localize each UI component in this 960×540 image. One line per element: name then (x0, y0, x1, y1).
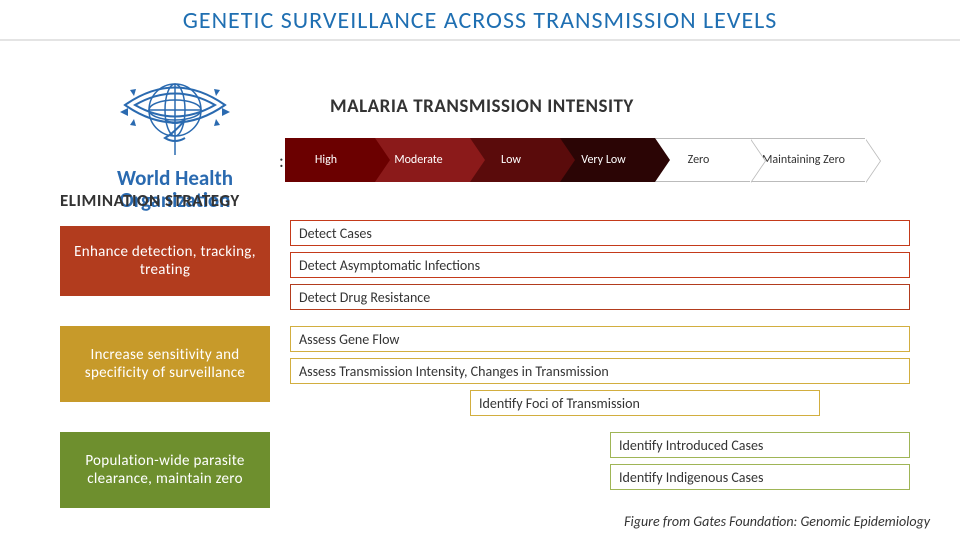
activity-bar: Detect Drug Resistance (290, 284, 910, 310)
who-text-line1: World Health (60, 167, 290, 189)
colon-decoration: : (279, 150, 284, 172)
intensity-segment-label: Maintaining Zero (762, 153, 853, 167)
activity-bar: Identify Indigenous Cases (610, 464, 910, 490)
activity-bar: Assess Gene Flow (290, 326, 910, 352)
who-block: World Health Organization (60, 60, 290, 211)
page-title: GENETIC SURVEILLANCE ACROSS TRANSMISSION… (0, 0, 960, 41)
activity-bar: Detect Cases (290, 220, 910, 246)
activity-bar: Identify Introduced Cases (610, 432, 910, 458)
strategy-box: Increase sensitivity and specificity of … (60, 326, 270, 402)
intensity-segment-label: Zero (688, 153, 718, 167)
who-logo-icon (115, 60, 235, 165)
intensity-segment-label: Very Low (581, 153, 633, 167)
intensity-segment-label: Low (501, 153, 529, 167)
activity-bar: Detect Asymptomatic Infections (290, 252, 910, 278)
activity-bar: Identify Foci of Transmission (470, 390, 820, 416)
intensity-segment: High (285, 138, 375, 182)
strategy-box: Population-wide parasite clearance, main… (60, 432, 270, 508)
activity-bar: Assess Transmission Intensity, Changes i… (290, 358, 910, 384)
elimination-strategy-label: ELIMINATION STRATEGY (60, 190, 240, 211)
intensity-segment-label: Moderate (394, 153, 450, 167)
strategy-box: Enhance detection, tracking, treating (60, 226, 270, 296)
intensity-arrow: High Moderate Low Very Low Zero Maintaining Z… (285, 135, 905, 185)
intensity-title: MALARIA TRANSMISSION INTENSITY (330, 95, 634, 118)
intensity-segment: Maintaining Zero (750, 138, 865, 182)
intensity-segment-label: High (315, 153, 345, 167)
figure-caption: Figure from Gates Foundation: Genomic Ep… (624, 513, 930, 530)
